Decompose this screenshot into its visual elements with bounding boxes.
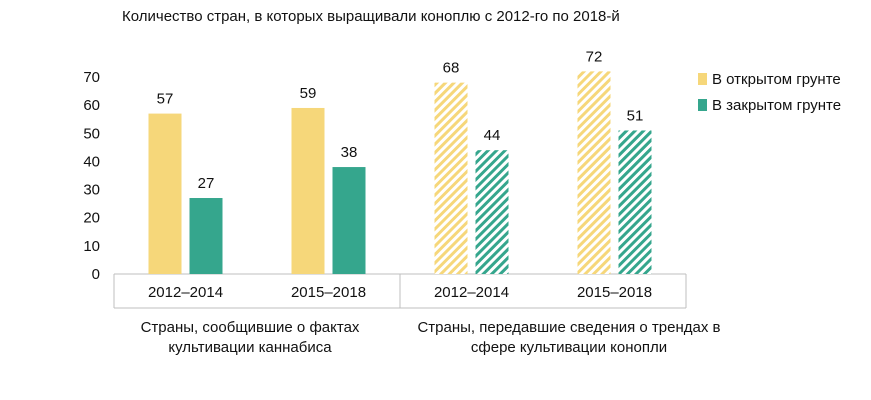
bar-value-label: 59 xyxy=(300,85,317,102)
legend-item-open: В открытом грунте xyxy=(698,66,841,92)
bar-value-label: 68 xyxy=(443,60,460,77)
legend-swatch-closed xyxy=(698,99,707,111)
bar-open xyxy=(148,113,182,274)
chart-title: Количество стран, в которых выращивали к… xyxy=(122,8,620,25)
bar-closed xyxy=(189,198,223,274)
x-tick-label: 2015–2018 xyxy=(291,284,366,301)
bar-value-label: 27 xyxy=(198,175,215,192)
bar-open xyxy=(434,82,468,274)
bar-value-label: 51 xyxy=(627,107,644,124)
bar-value-label: 57 xyxy=(157,91,174,108)
x-tick-label: 2015–2018 xyxy=(577,284,652,301)
y-tick-label: 70 xyxy=(83,69,100,86)
x-tick-label: 2012–2014 xyxy=(148,284,223,301)
y-tick-label: 30 xyxy=(83,182,100,199)
group-caption-trends: Страны, передавшие сведения о трендах в … xyxy=(417,319,721,356)
bar-closed xyxy=(618,130,652,274)
y-tick-label: 20 xyxy=(83,210,100,227)
legend-label-open: В открытом грунте xyxy=(712,70,841,88)
legend-label-closed: В закрытом грунте xyxy=(712,96,842,114)
bars xyxy=(148,71,652,274)
legend-item-closed: В закрытом грунте xyxy=(698,92,841,118)
x-tick-label: 2012–2014 xyxy=(434,284,509,301)
labels: 2012–2014 2015–2018 2012–2014 2015–2018 57 27… xyxy=(148,48,652,301)
legend-swatch-open xyxy=(698,73,707,85)
bar-value-label: 44 xyxy=(484,127,501,144)
y-tick-label: 40 xyxy=(83,153,100,170)
bar-open xyxy=(291,107,325,274)
group-caption-reported: Страны, сообщившие о фактах культивации … xyxy=(140,319,360,356)
y-tick-label: 60 xyxy=(83,97,100,114)
y-tick-label: 0 xyxy=(92,266,100,283)
legend: В открытом грунте В закрытом грунте xyxy=(698,66,841,118)
bar-closed xyxy=(332,167,366,274)
bar-closed xyxy=(475,150,509,274)
bar-value-label: 72 xyxy=(586,48,603,65)
bar-value-label: 38 xyxy=(341,144,358,161)
y-tick-label: 10 xyxy=(83,238,100,255)
y-tick-label: 50 xyxy=(83,125,100,142)
bar-open xyxy=(577,71,611,274)
